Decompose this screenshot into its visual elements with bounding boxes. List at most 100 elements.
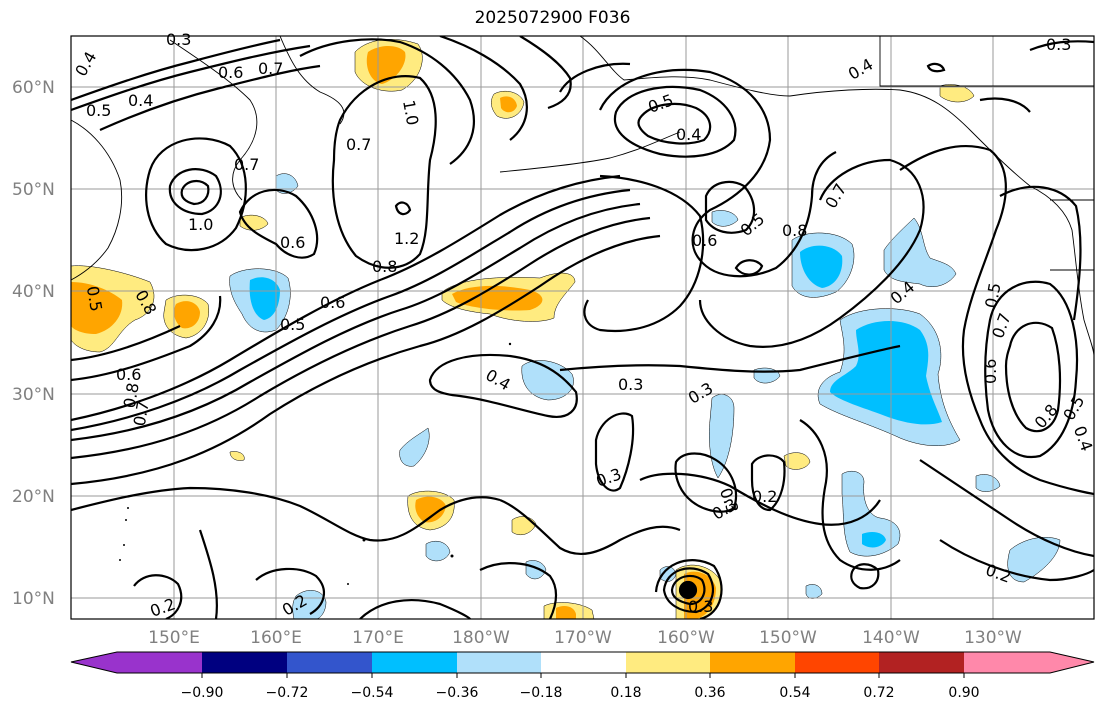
contour-line bbox=[71, 216, 651, 460]
contour-line bbox=[71, 295, 222, 382]
contour-label: 0.5 bbox=[86, 101, 111, 120]
contour-line bbox=[850, 563, 880, 590]
shade-orange bbox=[71, 282, 123, 334]
colorbar-segment bbox=[541, 652, 626, 673]
lat-tick-label: 30°N bbox=[12, 385, 55, 405]
contour-label: 0.5 bbox=[83, 285, 106, 313]
lon-axis: 150°E 160°E 170°E 180°W 170°W 160°W 150°… bbox=[148, 628, 1022, 648]
contour-label: 0.2 bbox=[752, 487, 777, 506]
colorbar-segment bbox=[795, 652, 879, 673]
contour-line bbox=[899, 145, 1094, 496]
contour-label: 0.5 bbox=[981, 281, 1004, 309]
contour-label: 0.7 bbox=[258, 59, 283, 78]
colorbar-segment bbox=[71, 652, 202, 673]
lat-tick-label: 10°N bbox=[12, 589, 55, 609]
lon-tick-label: 170°E bbox=[352, 628, 404, 648]
contour-label: 1.0 bbox=[399, 99, 422, 127]
contour-line bbox=[583, 174, 705, 333]
map-frame bbox=[70, 35, 1095, 620]
contour-line bbox=[939, 539, 1094, 582]
lon-tick-label: 170°W bbox=[554, 628, 612, 648]
lat-tick-label: 40°N bbox=[12, 282, 55, 302]
lon-tick-label: 150°E bbox=[148, 628, 200, 648]
colorbar-tick-label: 0.36 bbox=[694, 685, 725, 701]
contour-label: 0.6 bbox=[692, 231, 717, 250]
colorbar-tick-label: 0.72 bbox=[863, 685, 894, 701]
shade-lightblue bbox=[975, 474, 1001, 492]
contour-label: 0.8 bbox=[782, 221, 807, 240]
colorbar-tick-label: −0.90 bbox=[181, 685, 224, 701]
contour-line bbox=[71, 188, 631, 432]
shade-lightblue bbox=[883, 217, 957, 287]
colorbar-segment bbox=[879, 652, 964, 673]
contour-line bbox=[198, 529, 218, 619]
shade-yellow bbox=[939, 84, 975, 103]
shade-lightblue bbox=[399, 427, 430, 467]
colorbar-tick-label: 0.54 bbox=[779, 685, 810, 701]
contour-line bbox=[637, 102, 712, 145]
contour-label: 0.3 bbox=[1046, 35, 1071, 54]
lat-tick-label: 20°N bbox=[12, 487, 55, 507]
contour-label: 0.3 bbox=[688, 597, 713, 616]
contour-line bbox=[359, 599, 472, 619]
colorbar-segment bbox=[287, 652, 372, 673]
shade-yellow bbox=[229, 451, 245, 461]
lat-tick-label: 60°N bbox=[12, 78, 55, 98]
shade-blue bbox=[249, 277, 280, 320]
graticule bbox=[71, 36, 1094, 619]
contour-line bbox=[499, 498, 681, 556]
shade-orange bbox=[556, 606, 576, 619]
lat-axis: 10°N 20°N 30°N 40°N 50°N 60°N bbox=[12, 78, 55, 609]
lon-tick-label: 150°W bbox=[759, 628, 817, 648]
contour-label: 0.7 bbox=[130, 399, 153, 427]
contour-line bbox=[255, 567, 326, 615]
colorbar-segment bbox=[372, 652, 457, 673]
contour-line bbox=[674, 452, 738, 513]
contour-line bbox=[613, 85, 737, 158]
contour-line bbox=[71, 486, 501, 542]
contour-line bbox=[99, 64, 321, 132]
lon-tick-label: 160°E bbox=[250, 628, 302, 648]
contour-line bbox=[594, 412, 635, 492]
contour-line bbox=[168, 168, 222, 216]
contour-line bbox=[299, 38, 475, 165]
contour-line bbox=[394, 201, 412, 216]
lon-tick-label: 160°W bbox=[657, 628, 715, 648]
lat-tick-label: 50°N bbox=[12, 180, 55, 200]
contour-line bbox=[654, 559, 723, 619]
contour-line bbox=[559, 62, 631, 93]
contour-line bbox=[439, 36, 528, 141]
colorbar-segment bbox=[626, 652, 710, 673]
shade-lightblue bbox=[1007, 537, 1061, 583]
contour-line bbox=[979, 97, 1031, 113]
lon-tick-label: 180°W bbox=[452, 628, 510, 648]
colorbar-tick-label: 0.90 bbox=[948, 685, 979, 701]
contour-line bbox=[331, 75, 437, 269]
contour-line bbox=[734, 259, 764, 276]
lon-tick-label: 140°W bbox=[862, 628, 920, 648]
islands bbox=[119, 342, 512, 585]
contour-label: 1.0 bbox=[188, 215, 213, 234]
contour-line bbox=[926, 62, 946, 73]
contour-label: 0.6 bbox=[280, 233, 305, 252]
shading-negative bbox=[229, 173, 1061, 619]
coast-kamchatka bbox=[71, 119, 123, 281]
contour-line bbox=[71, 174, 621, 422]
shade-blue bbox=[830, 321, 942, 425]
colorbar-outline bbox=[70, 651, 1095, 674]
contour-line bbox=[1029, 40, 1094, 52]
shade-lightblue bbox=[659, 566, 677, 582]
contour-label: 0.5 bbox=[280, 315, 305, 334]
contour-line bbox=[999, 185, 1082, 321]
contour-line bbox=[133, 574, 183, 619]
contour-line bbox=[919, 459, 1094, 558]
contour-line bbox=[750, 454, 786, 512]
contour-label: 0.6 bbox=[218, 63, 243, 82]
shade-yellow bbox=[783, 452, 811, 470]
contour-label: 0.8 bbox=[120, 381, 143, 409]
contour-line bbox=[71, 202, 641, 442]
shade-orange bbox=[452, 285, 543, 311]
contour-label: 0.7 bbox=[234, 155, 259, 174]
contour-line bbox=[704, 180, 756, 234]
colorbar-tick-label: 0.18 bbox=[610, 685, 641, 701]
